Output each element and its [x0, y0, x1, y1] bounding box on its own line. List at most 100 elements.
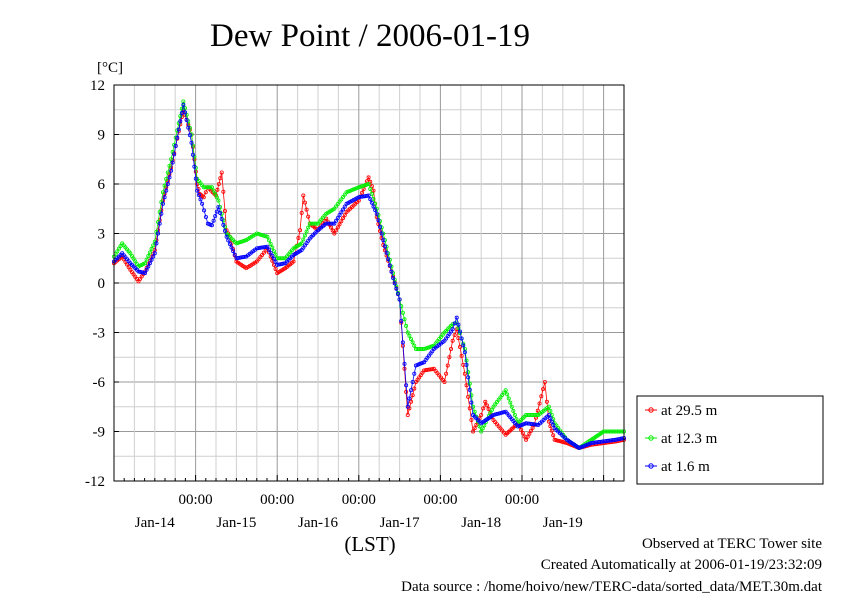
data-point	[296, 236, 301, 241]
data-point	[306, 214, 311, 219]
data-point	[369, 200, 374, 205]
x-date-label: Jan-19	[543, 515, 583, 531]
data-point	[407, 396, 412, 401]
data-point	[457, 329, 462, 334]
data-point	[157, 221, 162, 226]
data-point	[193, 176, 198, 181]
data-point	[196, 192, 201, 197]
data-point	[548, 408, 553, 413]
data-point	[208, 185, 213, 190]
data-point	[559, 439, 564, 444]
data-point	[270, 253, 275, 258]
data-point	[399, 304, 404, 309]
data-point	[471, 404, 476, 409]
data-point	[162, 183, 167, 188]
data-point	[430, 367, 435, 372]
data-point	[552, 437, 557, 442]
data-point	[368, 186, 373, 191]
data-point	[450, 327, 455, 332]
data-point	[141, 270, 146, 275]
data-point	[387, 263, 392, 268]
data-point	[461, 343, 466, 348]
data-point	[339, 210, 344, 215]
x-tick-label: 00:00	[179, 492, 213, 508]
data-point	[330, 221, 335, 226]
data-point	[400, 310, 405, 315]
data-point	[409, 388, 414, 393]
data-point	[373, 208, 378, 213]
y-tick-label: -12	[85, 474, 105, 490]
data-point	[541, 387, 546, 392]
data-point	[402, 317, 407, 322]
x-tick-label: 00:00	[342, 492, 376, 508]
data-point	[366, 175, 371, 180]
x-date-label: Jan-14	[135, 515, 175, 531]
data-point	[519, 427, 524, 432]
data-point	[405, 412, 410, 417]
data-point	[450, 338, 455, 343]
x-date-label: Jan-18	[461, 515, 501, 531]
data-point	[160, 201, 165, 206]
y-tick-label: 9	[98, 128, 106, 144]
data-point	[556, 438, 561, 443]
data-point	[364, 193, 369, 198]
legend-label: at 12.3 m	[661, 431, 718, 447]
data-point	[198, 197, 203, 202]
data-point	[186, 125, 191, 130]
data-point	[402, 361, 407, 366]
data-point	[270, 245, 275, 250]
data-point	[394, 286, 399, 291]
data-point	[146, 264, 151, 269]
data-point	[202, 208, 207, 213]
data-point	[302, 233, 307, 238]
data-point	[164, 177, 169, 182]
data-point	[554, 438, 559, 443]
x-date-label: Jan-15	[216, 515, 256, 531]
data-point	[260, 233, 265, 238]
data-point	[203, 214, 208, 219]
data-point	[265, 234, 270, 239]
data-point	[511, 408, 516, 413]
data-point	[342, 204, 347, 209]
data-point	[214, 209, 219, 214]
data-point	[178, 119, 183, 124]
data-point	[335, 225, 340, 230]
data-point	[184, 117, 189, 122]
data-point	[314, 221, 319, 226]
data-point	[143, 261, 148, 266]
data-point	[498, 411, 503, 416]
data-point	[302, 200, 307, 205]
data-point	[304, 229, 309, 234]
data-point	[260, 245, 265, 250]
data-point	[273, 266, 278, 271]
data-point	[332, 221, 337, 226]
data-point	[201, 195, 206, 200]
data-point	[391, 276, 396, 281]
data-point	[412, 386, 417, 391]
data-point	[447, 355, 452, 360]
data-point	[209, 223, 214, 228]
data-point	[412, 371, 417, 376]
data-point	[397, 297, 402, 302]
data-point	[366, 193, 371, 198]
data-point	[500, 410, 505, 415]
data-point	[146, 254, 151, 259]
data-point	[299, 241, 304, 246]
data-point	[181, 102, 186, 107]
data-point	[539, 394, 544, 399]
data-point	[222, 208, 227, 213]
observed-note: Observed at TERC Tower site	[641, 536, 822, 552]
data-point	[254, 246, 259, 251]
data-point	[457, 345, 462, 350]
data-point	[557, 439, 562, 444]
data-point	[268, 250, 273, 255]
data-point	[445, 363, 450, 368]
data-point	[256, 232, 261, 237]
data-point	[265, 244, 270, 249]
data-point	[404, 383, 409, 388]
data-point	[224, 234, 229, 239]
data-point	[535, 408, 540, 413]
data-point	[471, 429, 476, 434]
data-point	[389, 269, 394, 274]
data-point	[384, 250, 389, 255]
